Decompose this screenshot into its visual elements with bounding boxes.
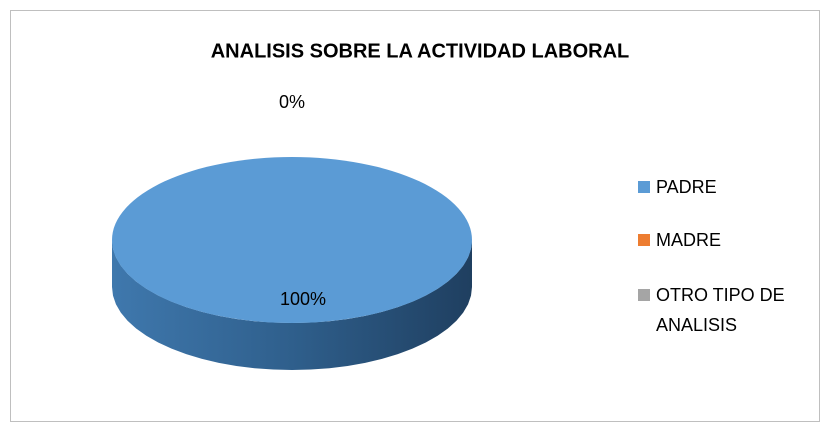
legend-swatch [638, 181, 650, 193]
legend-swatch [638, 234, 650, 246]
legend-swatch [638, 289, 650, 301]
data-label: 100% [280, 289, 326, 309]
legend-label: OTRO TIPO DE ANALISIS [656, 285, 785, 335]
legend-label: PADRE [656, 177, 717, 197]
pie-slice [112, 157, 472, 323]
pie-side [112, 240, 472, 370]
data-label: 0% [279, 92, 305, 112]
legend-label: MADRE [656, 230, 722, 250]
chart-title: ANALISIS SOBRE LA ACTIVIDAD LABORAL [211, 40, 630, 62]
